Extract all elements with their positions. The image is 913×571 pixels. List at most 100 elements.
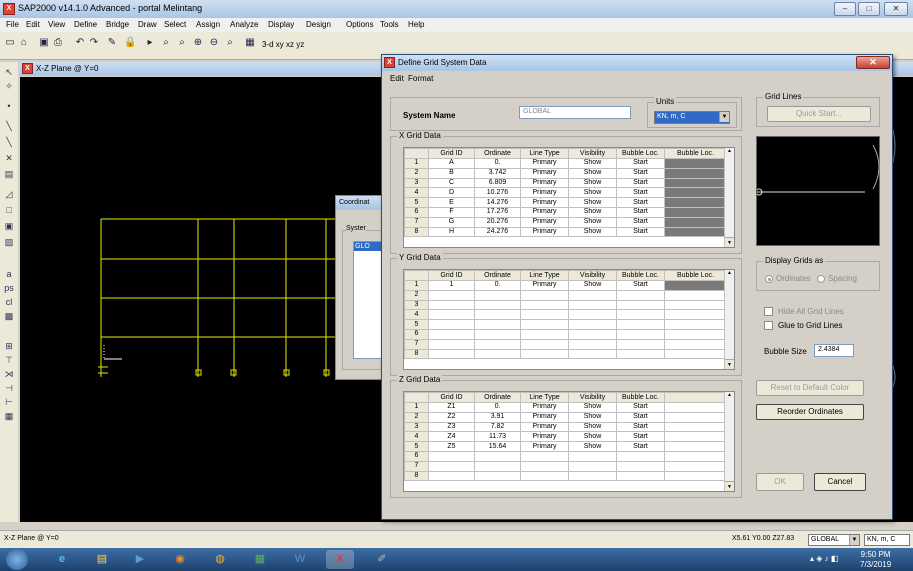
redo-icon[interactable]: ↷	[89, 37, 99, 48]
draw-secondary-icon[interactable]: ▤	[4, 169, 14, 179]
menu-draw[interactable]: Draw	[138, 20, 157, 29]
draw-solid-icon[interactable]: ▨	[4, 237, 14, 247]
status-coord-system-select[interactable]: GLOBAL ▼	[808, 534, 860, 546]
tray-icons[interactable]: ▴ ◈ ♪ ◧	[810, 554, 839, 563]
snap-lines-icon[interactable]: ▦	[4, 411, 14, 421]
new-file-icon[interactable]: ▭	[5, 37, 15, 48]
system-name-field[interactable]: GLOBAL	[519, 106, 631, 119]
quick-start-button[interactable]: Quick Start...	[767, 106, 871, 122]
menu-select[interactable]: Select	[164, 20, 187, 29]
pan-icon[interactable]: ⌕	[227, 37, 233, 48]
table-row[interactable]: 2 Z2 3.91 Primary Show Start	[404, 411, 727, 423]
x-grid-scrollbar[interactable]: ▲ ▼	[724, 148, 734, 247]
spacing-radio[interactable]	[817, 275, 825, 283]
dialog-menu-edit[interactable]: Edit	[390, 74, 404, 83]
scroll-down-icon[interactable]: ▼	[725, 237, 734, 247]
view-direction-buttons[interactable]: 3-d xy xz yz	[262, 40, 305, 49]
intersecting-line-icon[interactable]: ▩	[4, 311, 14, 321]
dialog-menu-format[interactable]: Format	[408, 74, 434, 83]
sap2000-taskbar-icon[interactable]: X	[326, 550, 354, 569]
table-row[interactable]: 3 C 6.809 Primary Show Start	[404, 177, 727, 189]
quick-draw-frame-icon[interactable]: ╲	[6, 137, 12, 147]
units-select[interactable]: KN, m, C ▼	[654, 111, 730, 124]
table-row[interactable]: 8	[404, 470, 727, 482]
table-row[interactable]: 5	[404, 319, 727, 330]
table-row[interactable]: 2	[404, 289, 727, 301]
draw-frame-icon[interactable]: ╲	[6, 121, 12, 131]
quick-draw-area-icon[interactable]: ▣	[4, 221, 14, 231]
menu-edit[interactable]: Edit	[26, 20, 40, 29]
table-row[interactable]: 6	[404, 328, 727, 340]
open-folder-icon[interactable]: ⌂	[20, 37, 28, 48]
y-grid-scrollbar[interactable]: ▲ ▼	[724, 270, 734, 369]
start-button[interactable]	[6, 549, 28, 570]
paint-icon[interactable]: ✐	[377, 553, 387, 565]
word-icon[interactable]: W	[294, 553, 306, 565]
run-icon[interactable]: ▸	[147, 37, 153, 48]
taskbar-clock[interactable]: 9:50 PM 7/3/2019	[860, 550, 891, 570]
menu-options[interactable]: Options	[346, 20, 374, 29]
refresh-view-icon[interactable]: ▦	[245, 37, 255, 48]
minimize-button[interactable]: –	[834, 2, 856, 16]
scroll-down-icon[interactable]: ▼	[725, 481, 734, 491]
lock-icon[interactable]: 🔒	[124, 37, 137, 48]
undo-icon[interactable]: ↶	[75, 37, 85, 48]
table-row[interactable]: 4 Z4 11.73 Primary Show Start	[404, 431, 727, 443]
table-row[interactable]: 7	[404, 338, 727, 350]
menu-design[interactable]: Design	[306, 20, 331, 29]
firefox-icon[interactable]: ◉	[175, 553, 185, 565]
snap-ends-icon[interactable]: ⋊	[4, 369, 14, 379]
pointer-icon[interactable]: ↖	[5, 67, 13, 77]
table-row[interactable]: 7 G 20.276 Primary Show Start	[404, 216, 727, 228]
ok-button[interactable]: OK	[756, 473, 804, 491]
snap-intersections-icon[interactable]: ⊣	[5, 383, 13, 393]
file-explorer-icon[interactable]: ▤	[96, 553, 108, 565]
table-row[interactable]: 3 Z3 7.82 Primary Show Start	[404, 421, 727, 433]
draw-rect-area-icon[interactable]: □	[6, 205, 12, 215]
table-row[interactable]: 1 1 0. Primary Show Start	[404, 280, 727, 291]
excel-icon[interactable]: ▦	[254, 553, 266, 565]
menu-analyze[interactable]: Analyze	[230, 20, 259, 29]
scroll-up-icon[interactable]: ▲	[727, 270, 732, 276]
scroll-up-icon[interactable]: ▲	[727, 148, 732, 154]
reorder-ordinates-button[interactable]: Reorder Ordinates	[756, 404, 864, 420]
zoom-out-icon[interactable]: ⊖	[209, 37, 219, 48]
reset-default-color-button[interactable]: Reset to Default Color	[756, 380, 864, 396]
table-row[interactable]: 6	[404, 450, 727, 462]
menu-bridge[interactable]: Bridge	[106, 20, 130, 29]
status-units-select[interactable]: KN, m, C	[864, 534, 910, 546]
maximize-button[interactable]: □	[858, 2, 880, 16]
menu-assign[interactable]: Assign	[196, 20, 221, 29]
draw-brace-icon[interactable]: ✕	[5, 153, 13, 163]
rubber-band-zoom-icon[interactable]: ⌕	[163, 37, 169, 48]
zoom-in-icon[interactable]: ⊕	[193, 37, 203, 48]
table-row[interactable]: 4	[404, 309, 727, 321]
bubble-size-field[interactable]: 2.4384	[814, 344, 854, 357]
pencil-icon[interactable]: ✎	[107, 37, 117, 48]
reshape-icon[interactable]: ✧	[5, 81, 13, 91]
table-row[interactable]: 8 H 24.276 Primary Show Start	[404, 226, 727, 238]
save-icon[interactable]: ▣	[39, 37, 49, 48]
cancel-button[interactable]: Cancel	[814, 473, 866, 491]
scroll-up-icon[interactable]: ▲	[727, 392, 732, 398]
table-row[interactable]: 3	[404, 299, 727, 311]
print-icon[interactable]: ⎙	[54, 37, 62, 48]
chrome-icon[interactable]: ◍	[215, 553, 225, 565]
table-row[interactable]: 6 F 17.276 Primary Show Start	[404, 206, 727, 218]
menu-define[interactable]: Define	[74, 20, 98, 29]
clear-select-icon[interactable]: cl	[5, 297, 13, 307]
table-row[interactable]: 4 D 10.276 Primary Show Start	[404, 187, 727, 199]
table-row[interactable]: 5 Z5 15.64 Primary Show Start	[404, 441, 727, 452]
menu-tools[interactable]: Tools	[380, 20, 399, 29]
menu-help[interactable]: Help	[408, 20, 425, 29]
table-row[interactable]: 1 A 0. Primary Show Start	[404, 158, 727, 169]
internet-explorer-icon[interactable]: e	[58, 553, 66, 565]
draw-poly-area-icon[interactable]: ◿	[5, 189, 13, 199]
table-row[interactable]: 7	[404, 460, 727, 472]
table-row[interactable]: 1 Z1 0. Primary Show Start	[404, 402, 727, 413]
assign-restraint-icon[interactable]: ⊞	[5, 341, 13, 351]
z-grid-scrollbar[interactable]: ▲ ▼	[724, 392, 734, 491]
ordinates-radio[interactable]	[765, 275, 773, 283]
x-grid-table[interactable]: Grid ID Ordinate Line Type Visibility Bubble…	[403, 147, 735, 248]
table-row[interactable]: 2 B 3.742 Primary Show Start	[404, 167, 727, 179]
